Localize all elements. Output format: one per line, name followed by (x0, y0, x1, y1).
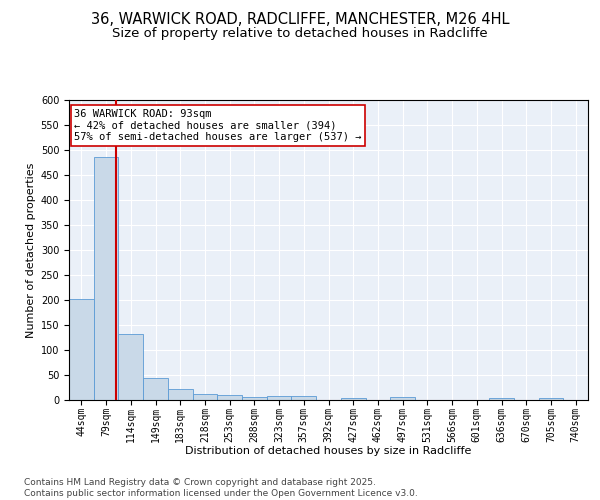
Bar (489, 398, 514, 400)
Bar (94, 156, 118, 400)
Text: Size of property relative to detached houses in Radcliffe: Size of property relative to detached ho… (112, 28, 488, 40)
X-axis label: Distribution of detached houses by size in Radcliffe: Distribution of detached houses by size … (185, 446, 472, 456)
Bar (118, 334, 143, 400)
Text: Contains HM Land Registry data © Crown copyright and database right 2025.
Contai: Contains HM Land Registry data © Crown c… (24, 478, 418, 498)
Bar (217, 394, 242, 400)
Bar (267, 396, 292, 400)
Y-axis label: Number of detached properties: Number of detached properties (26, 162, 37, 338)
Bar (168, 389, 193, 400)
Text: 36 WARWICK ROAD: 93sqm
← 42% of detached houses are smaller (394)
57% of semi-de: 36 WARWICK ROAD: 93sqm ← 42% of detached… (74, 109, 362, 142)
Bar (143, 378, 168, 400)
Bar (292, 396, 316, 400)
Text: 36, WARWICK ROAD, RADCLIFFE, MANCHESTER, M26 4HL: 36, WARWICK ROAD, RADCLIFFE, MANCHESTER,… (91, 12, 509, 28)
Bar (242, 397, 267, 400)
Bar (341, 398, 365, 400)
Bar (390, 396, 415, 400)
Bar (539, 398, 563, 400)
Bar (193, 394, 217, 400)
Bar (69, 298, 94, 400)
